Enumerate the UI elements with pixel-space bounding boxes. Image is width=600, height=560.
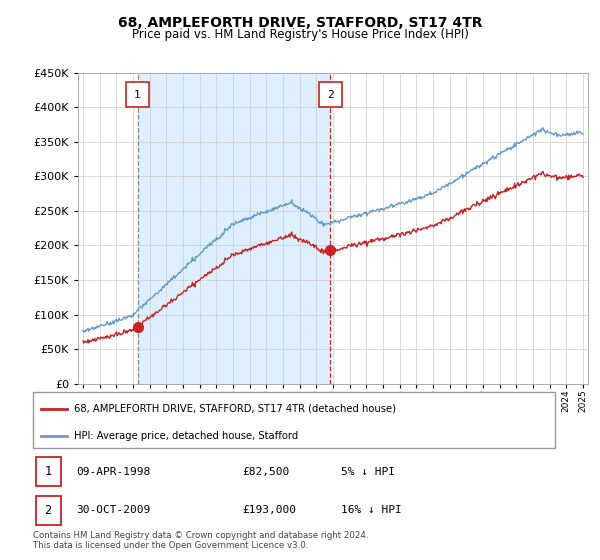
Text: 68, AMPLEFORTH DRIVE, STAFFORD, ST17 4TR: 68, AMPLEFORTH DRIVE, STAFFORD, ST17 4TR — [118, 16, 482, 30]
Text: Price paid vs. HM Land Registry's House Price Index (HPI): Price paid vs. HM Land Registry's House … — [131, 28, 469, 41]
Text: £82,500: £82,500 — [242, 467, 289, 477]
FancyBboxPatch shape — [319, 82, 341, 107]
FancyBboxPatch shape — [33, 392, 555, 448]
Text: 16% ↓ HPI: 16% ↓ HPI — [341, 505, 402, 515]
Text: Contains HM Land Registry data © Crown copyright and database right 2024.
This d: Contains HM Land Registry data © Crown c… — [33, 531, 368, 550]
Text: 68, AMPLEFORTH DRIVE, STAFFORD, ST17 4TR (detached house): 68, AMPLEFORTH DRIVE, STAFFORD, ST17 4TR… — [74, 404, 396, 414]
Text: 2: 2 — [327, 90, 334, 100]
Text: 1: 1 — [134, 90, 141, 100]
Text: 2: 2 — [44, 504, 52, 517]
Text: HPI: Average price, detached house, Stafford: HPI: Average price, detached house, Staf… — [74, 431, 298, 441]
Text: 09-APR-1998: 09-APR-1998 — [76, 467, 150, 477]
FancyBboxPatch shape — [35, 457, 61, 486]
FancyBboxPatch shape — [126, 82, 149, 107]
Text: 5% ↓ HPI: 5% ↓ HPI — [341, 467, 395, 477]
Text: 1: 1 — [44, 465, 52, 478]
Text: 30-OCT-2009: 30-OCT-2009 — [76, 505, 150, 515]
FancyBboxPatch shape — [35, 496, 61, 525]
Bar — [137, 73, 330, 384]
Text: £193,000: £193,000 — [242, 505, 296, 515]
